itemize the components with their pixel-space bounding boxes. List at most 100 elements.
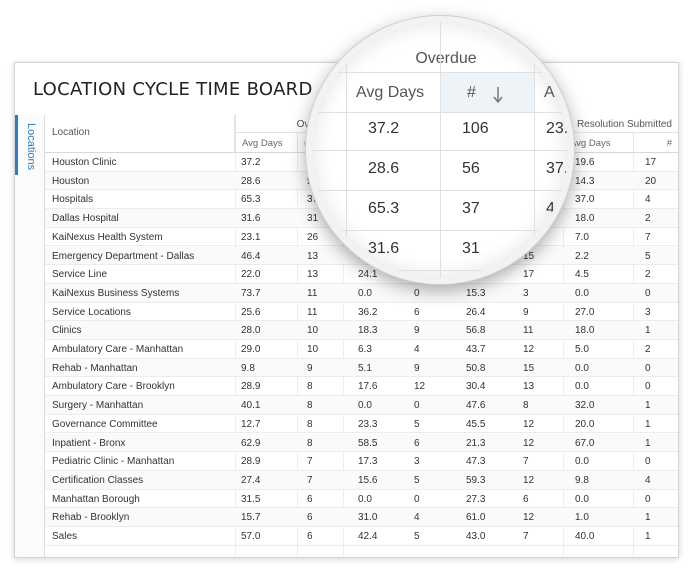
col6-value: 12 (523, 418, 535, 430)
table-row[interactable]: Manhattan Borough 31.5 6 0.0 0 27.3 6 0.0 0 (45, 490, 678, 509)
overdue-count: 37 (307, 194, 319, 206)
location-name[interactable]: Houston (52, 175, 90, 187)
resolution-count: 20 (645, 175, 657, 187)
resolution-avg-days: 67.0 (575, 437, 595, 449)
location-name[interactable]: KaiNexus Business Systems (52, 287, 180, 299)
side-tab-label: Locations (25, 123, 37, 171)
location-name[interactable]: Manhattan Borough (52, 493, 140, 505)
table-row[interactable]: Rehab - Manhattan 9.8 9 5.1 9 50.8 15 0.0 0 (45, 358, 678, 378)
col3-value: 17.3 (358, 456, 378, 468)
col5-value: 26.4 (466, 306, 486, 318)
location-name[interactable]: Service Line (52, 269, 108, 281)
resolution-count: 3 (645, 306, 651, 318)
overdue-count: 10 (307, 344, 319, 355)
location-name[interactable]: Rehab - Brooklyn (52, 512, 130, 524)
resolution-count: 7 (645, 231, 651, 243)
table-row[interactable]: Surgery - Manhattan 40.1 8 0.0 0 47.6 8 32.0 1 (45, 396, 678, 415)
location-name[interactable]: Rehab - Manhattan (52, 362, 138, 374)
lens-avg-days-value: 31.6 (368, 240, 400, 257)
column-header-resolution-count[interactable]: # (633, 133, 678, 153)
table-row[interactable]: Rehab - Brooklyn 15.7 6 31.0 4 61.0 12 1.0 1 (45, 508, 678, 527)
location-name[interactable]: Ambulatory Care - Manhattan (52, 344, 184, 355)
lens-header-count[interactable]: # (467, 84, 476, 101)
location-name[interactable]: Pediatric Clinic - Manhattan (52, 456, 175, 468)
col4-value: 5 (414, 474, 420, 486)
location-name[interactable]: Governance Committee (52, 418, 158, 430)
col5-value: 47.3 (466, 456, 486, 468)
table-row[interactable]: KaiNexus Business Systems 73.7 11 0.0 0 15.3 3… (45, 283, 678, 303)
resolution-count: 1 (645, 400, 651, 412)
resolution-count: 17 (645, 157, 657, 168)
table-row[interactable]: Sales 57.0 6 42.4 5 43.0 7 40.0 1 (45, 527, 678, 546)
resolution-count: 2 (645, 344, 651, 355)
lens-header-avg-days[interactable]: Avg Days (356, 84, 425, 101)
col6-value: 7 (523, 456, 529, 468)
resolution-count: 5 (645, 250, 651, 262)
overdue-avg-days: 28.9 (241, 381, 261, 393)
table-row[interactable]: Governance Committee 12.7 8 23.3 5 45.5 12 20.0… (45, 415, 678, 434)
table-row[interactable]: Service Locations 25.6 11 36.2 6 26.4 9 27.0 3 (45, 303, 678, 322)
lens-divider (440, 22, 441, 278)
table-row[interactable]: Ambulatory Care - Manhattan 29.0 10 6.3 4 43.… (45, 340, 678, 359)
overdue-avg-days: 15.7 (241, 512, 261, 524)
resolution-count: 0 (645, 287, 651, 299)
overdue-count: 13 (307, 269, 319, 281)
arrow-down-icon[interactable] (492, 86, 504, 104)
location-name[interactable]: KaiNexus Health System (52, 231, 163, 243)
overdue-count: 8 (307, 437, 313, 449)
overdue-count: 13 (307, 250, 319, 262)
overdue-avg-days: 28.0 (241, 325, 261, 337)
overdue-count: 8 (307, 418, 313, 430)
lens-avg-days-value: 65.3 (368, 200, 400, 217)
lens-divider (312, 230, 568, 231)
location-name[interactable]: Surgery - Manhattan (52, 400, 144, 412)
overdue-avg-days: 28.9 (241, 456, 261, 468)
overdue-avg-days: 23.1 (241, 231, 261, 243)
col5-value: 43.0 (466, 531, 486, 542)
resolution-count: 0 (645, 493, 651, 505)
col4-value: 0 (414, 400, 420, 412)
location-name[interactable]: Clinics (52, 325, 82, 337)
location-name[interactable]: Houston Clinic (52, 157, 117, 168)
column-divider (343, 153, 344, 557)
col5-value: 30.4 (466, 381, 486, 393)
col3-value: 23.3 (358, 418, 378, 430)
location-name[interactable]: Hospitals (52, 194, 94, 206)
col5-value: 15.3 (466, 287, 486, 299)
table-row[interactable]: Clinics 28.0 10 18.3 9 56.8 11 18.0 1 (45, 321, 678, 340)
side-tab-locations[interactable]: Locations (15, 115, 45, 557)
resolution-count: 0 (645, 381, 651, 393)
magnifier-lens: Overdue Avg Days # A 37.2 106 23. 28.6 56 37.… (306, 16, 574, 284)
col6-value: 6 (523, 493, 529, 505)
resolution-count: 0 (645, 362, 651, 374)
table-row[interactable]: Pediatric Clinic - Manhattan 28.9 7 17.3 3 47… (45, 452, 678, 471)
table-row[interactable]: Certification Classes 27.4 7 15.6 5 59.3 12 9.8… (45, 470, 678, 490)
overdue-count: 8 (307, 400, 313, 412)
location-name[interactable]: Ambulatory Care - Brooklyn (52, 381, 175, 393)
col6-value: 11 (523, 325, 534, 337)
col4-value: 5 (414, 418, 420, 430)
location-name[interactable]: Service Locations (52, 306, 131, 318)
resolution-count: 2 (645, 269, 651, 281)
col6-value: 17 (523, 269, 535, 281)
overdue-avg-days: 9.8 (241, 362, 255, 374)
col5-value: 27.3 (466, 493, 486, 505)
location-name[interactable]: Sales (52, 531, 78, 542)
location-name[interactable]: Certification Classes (52, 474, 144, 486)
lens-next-value: 37. (546, 160, 569, 177)
table-row[interactable]: Inpatient - Bronx 62.9 8 58.5 6 21.3 12 67.0 1 (45, 433, 678, 453)
overdue-avg-days: 31.6 (241, 213, 261, 225)
col6-value: 12 (523, 437, 535, 449)
group-header-resolution-submitted: Resolution Submitted (563, 115, 678, 133)
resolution-avg-days: 27.0 (575, 306, 595, 318)
col4-value: 9 (414, 325, 420, 337)
location-name[interactable]: Dallas Hospital (52, 213, 119, 225)
col5-value: 59.3 (466, 474, 486, 486)
table-row[interactable]: Ambulatory Care - Brooklyn 28.9 8 17.6 12 30.… (45, 377, 678, 397)
location-name[interactable]: Emergency Department - Dallas (52, 250, 195, 262)
resolution-count: 4 (645, 474, 651, 486)
column-header-location[interactable]: Location (45, 115, 235, 153)
location-name[interactable]: Inpatient - Bronx (52, 437, 126, 449)
lens-count-value: 106 (462, 120, 489, 137)
column-header-overdue-avg-days[interactable]: Avg Days (235, 133, 297, 153)
